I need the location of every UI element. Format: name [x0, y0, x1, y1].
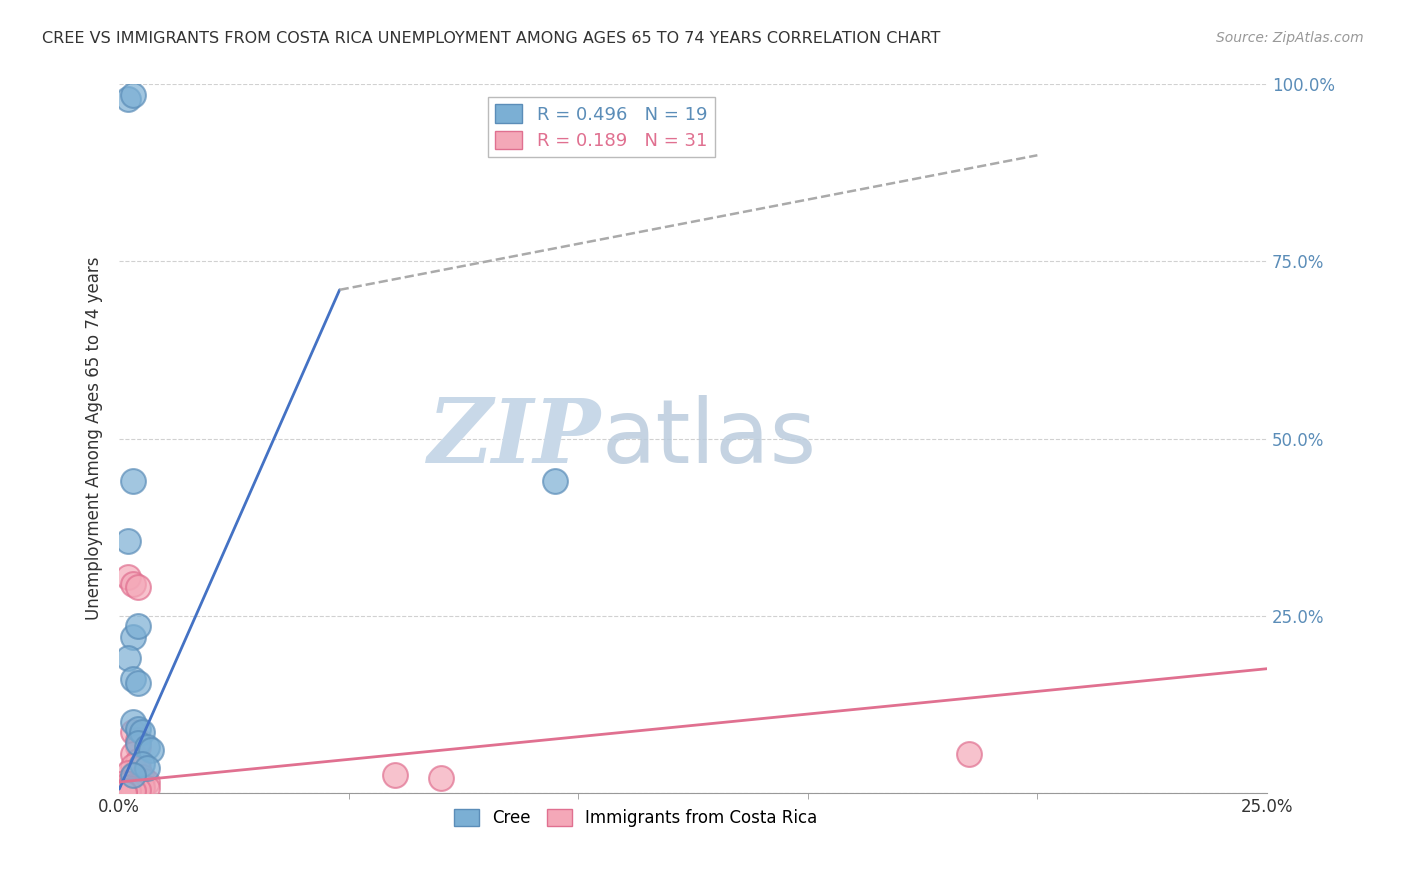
Point	[127, 722, 149, 736]
Point	[135, 761, 157, 775]
Point	[117, 651, 139, 665]
Point	[122, 784, 145, 798]
Y-axis label: Unemployment Among Ages 65 to 74 years: Unemployment Among Ages 65 to 74 years	[86, 257, 103, 620]
Point	[131, 780, 153, 794]
Point	[544, 474, 567, 488]
Point	[141, 743, 163, 757]
Point	[957, 747, 980, 761]
Point	[135, 775, 157, 789]
Text: atlas: atlas	[602, 395, 817, 482]
Point	[117, 765, 139, 780]
Point	[135, 739, 157, 754]
Point	[429, 772, 451, 786]
Point	[117, 777, 139, 791]
Point	[384, 768, 406, 782]
Point	[122, 474, 145, 488]
Point	[122, 673, 145, 687]
Point	[117, 534, 139, 549]
Point	[135, 780, 157, 795]
Point	[122, 758, 145, 772]
Point	[122, 88, 145, 103]
Point	[127, 779, 149, 793]
Point	[112, 776, 135, 790]
Point	[127, 580, 149, 594]
Text: Source: ZipAtlas.com: Source: ZipAtlas.com	[1216, 31, 1364, 45]
Point	[127, 782, 149, 797]
Legend: Cree, Immigrants from Costa Rica: Cree, Immigrants from Costa Rica	[447, 803, 824, 834]
Point	[122, 779, 145, 793]
Point	[131, 772, 153, 787]
Point	[117, 92, 139, 106]
Point	[127, 736, 149, 750]
Point	[122, 782, 145, 797]
Point	[127, 619, 149, 633]
Point	[127, 676, 149, 690]
Point	[131, 725, 153, 739]
Point	[122, 769, 145, 783]
Point	[122, 576, 145, 591]
Point	[127, 754, 149, 768]
Point	[127, 739, 149, 754]
Point	[122, 630, 145, 644]
Point	[112, 785, 135, 799]
Point	[122, 714, 145, 729]
Point	[117, 569, 139, 583]
Point	[127, 732, 149, 747]
Point	[122, 747, 145, 761]
Point	[122, 725, 145, 739]
Point	[117, 781, 139, 796]
Point	[131, 757, 153, 772]
Point	[112, 786, 135, 800]
Point	[127, 762, 149, 776]
Text: ZIP: ZIP	[427, 395, 602, 482]
Text: CREE VS IMMIGRANTS FROM COSTA RICA UNEMPLOYMENT AMONG AGES 65 TO 74 YEARS CORREL: CREE VS IMMIGRANTS FROM COSTA RICA UNEMP…	[42, 31, 941, 46]
Point	[117, 783, 139, 797]
Point	[131, 770, 153, 784]
Point	[122, 768, 145, 782]
